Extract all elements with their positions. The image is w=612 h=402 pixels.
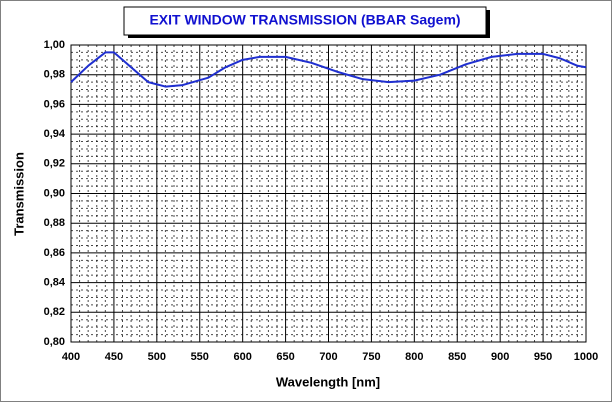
y-tick-label: 0,80 xyxy=(44,336,65,348)
y-tick-label: 0,92 xyxy=(44,158,65,170)
x-axis-label: Wavelength [nm] xyxy=(276,374,380,389)
x-tick-label: 700 xyxy=(319,351,337,363)
x-tick-label: 450 xyxy=(105,351,123,363)
y-tick-label: 0,90 xyxy=(44,187,65,199)
y-tick-label: 0,86 xyxy=(44,247,65,259)
x-tick-label: 900 xyxy=(491,351,509,363)
y-tick-label: 0,84 xyxy=(44,277,66,289)
y-tick-label: 0,96 xyxy=(44,98,65,110)
y-tick-label: 0,82 xyxy=(44,306,65,318)
x-tick-label: 750 xyxy=(362,351,380,363)
plot-border xyxy=(70,44,587,343)
y-axis-label: Transmission xyxy=(11,152,26,236)
y-tick-label: 0,94 xyxy=(44,128,66,140)
x-tick-label: 500 xyxy=(148,351,166,363)
x-tick-label: 850 xyxy=(448,351,466,363)
x-tick-label: 800 xyxy=(405,351,423,363)
y-tick-label: 1,00 xyxy=(44,39,65,51)
x-tick-label: 950 xyxy=(534,351,552,363)
title-box xyxy=(123,6,487,36)
chart-title: EXIT WINDOW TRANSMISSION (BBAR Sagem) xyxy=(149,12,460,28)
y-tick-label: 0,88 xyxy=(44,217,65,229)
x-tick-label: 1000 xyxy=(574,351,598,363)
x-tick-label: 400 xyxy=(62,351,80,363)
x-tick-label: 650 xyxy=(276,351,294,363)
data-line xyxy=(70,51,587,88)
y-tick-label: 0,98 xyxy=(44,69,65,81)
x-tick-label: 550 xyxy=(191,351,209,363)
x-tick-label: 600 xyxy=(233,351,251,363)
